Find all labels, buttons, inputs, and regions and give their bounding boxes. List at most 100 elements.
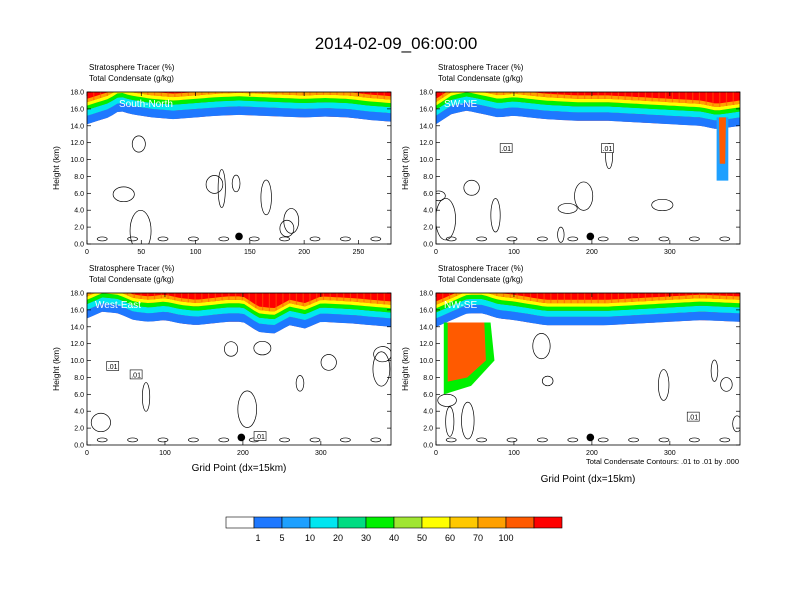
- colorbar-label: 5: [279, 533, 284, 543]
- colorbar-swatch: [281, 516, 311, 529]
- panel-title-line: Total Condensate (g/kg): [438, 74, 523, 83]
- y-tick-label: 0.0: [423, 443, 433, 450]
- condensate-contour: [248, 236, 260, 242]
- intrusion-inner: [447, 322, 486, 382]
- condensate-contour: [506, 437, 518, 443]
- plot-area: .01: [436, 293, 740, 443]
- panel-name: NW-SE: [444, 300, 477, 311]
- condensate-contour: [628, 437, 639, 443]
- tracer-band-4: [87, 92, 391, 103]
- y-tick-label: 16.0: [70, 307, 84, 314]
- y-tick-label: 4.0: [74, 208, 84, 215]
- plot-frame: [86, 91, 392, 245]
- condensate-contour: [651, 198, 674, 212]
- x-tick-label: 0: [434, 450, 438, 457]
- condensate-contour: [112, 186, 135, 203]
- y-tick-label: 12.0: [70, 341, 84, 348]
- y-tick-label: 2.0: [74, 225, 84, 232]
- condensate-contour: [217, 169, 226, 208]
- x-tick-label: 300: [664, 450, 676, 457]
- tracer-band-0: [436, 102, 740, 129]
- y-tick-label: 14.0: [70, 324, 84, 331]
- y-tick-label: 10.0: [419, 358, 433, 365]
- tracer-band-1: [436, 298, 740, 319]
- x-tick-label: 100: [190, 249, 202, 256]
- condensate-contour: [732, 415, 740, 433]
- y-tick-label: 2.0: [423, 426, 433, 433]
- condensate-contour: [279, 236, 290, 242]
- condensate-contour: [710, 359, 719, 382]
- y-tick-label: 14.0: [419, 324, 433, 331]
- condensate-contour: [370, 437, 382, 443]
- condensate-contour: [231, 174, 241, 193]
- x-tick-label: 0: [85, 450, 89, 457]
- condensate-contour: [437, 393, 457, 407]
- plot-frame: [86, 292, 392, 446]
- figure-title: 2014-02-09_06:00:00: [315, 34, 478, 53]
- condensate-contour: [436, 190, 446, 202]
- x-tick-label: 200: [586, 249, 598, 256]
- contour-label-text: .01: [501, 146, 511, 153]
- x-tick-label: 0: [434, 249, 438, 256]
- y-tick-label: 12.0: [419, 341, 433, 348]
- condensate-contour: [295, 375, 305, 392]
- condensate-contour: [719, 236, 731, 242]
- panel-nw-se: .01 NW-SE Stratosphere Tracer (%) Total Con…: [400, 264, 741, 485]
- x-tick-label: 300: [664, 249, 676, 256]
- condensate-contour: [279, 219, 295, 237]
- contour-label: .01: [129, 369, 143, 379]
- condensate-contour: [541, 375, 554, 387]
- colorbar-swatch: [365, 516, 395, 529]
- condensate-contour: [658, 369, 670, 401]
- tracer-band-3: [87, 92, 391, 106]
- plot-frame: [435, 292, 741, 446]
- x-tick-label: 50: [137, 249, 145, 256]
- condensate-contour: [567, 437, 579, 443]
- condensate-contour: [719, 437, 731, 443]
- condensate-contour: [658, 236, 670, 242]
- colorbar-label: 70: [473, 533, 483, 543]
- condensate-contour: [157, 236, 169, 242]
- x-tick-label: 200: [298, 249, 310, 256]
- tracer-band-3: [436, 293, 740, 309]
- colorbar-swatch: [477, 516, 507, 529]
- contour-label-text: .01: [131, 372, 141, 379]
- colorbar-label: 50: [417, 533, 427, 543]
- condensate-contour: [574, 181, 594, 211]
- panel-name: South-North: [119, 99, 173, 110]
- colorbar-swatch: [337, 516, 367, 529]
- location-marker: [586, 433, 595, 442]
- y-tick-label: 4.0: [74, 409, 84, 416]
- y-tick-label: 4.0: [423, 208, 433, 215]
- condensate-contour: [445, 437, 457, 443]
- tracer-band-0: [87, 303, 391, 334]
- panel-name: SW-NE: [444, 99, 477, 110]
- y-tick-label: 18.0: [419, 90, 433, 97]
- panel-title-line: Stratosphere Tracer (%): [438, 63, 524, 72]
- panel-title-line: Total Condensate (g/kg): [89, 275, 174, 284]
- contour-label: .01: [253, 431, 267, 441]
- y-axis-label: Height (km): [51, 146, 61, 190]
- panel-title-line: Stratosphere Tracer (%): [438, 264, 524, 273]
- y-tick-label: 6.0: [423, 191, 433, 198]
- y-tick-label: 6.0: [74, 392, 84, 399]
- intrusion-inner: [718, 117, 726, 164]
- condensate-contour: [224, 341, 239, 357]
- panel-name: West-East: [95, 300, 141, 311]
- colorbar-swatch: [309, 516, 339, 529]
- panel-west-east: .01 .01 .01 West-East Stratosphere Tracer (%…: [51, 264, 392, 474]
- y-axis-label: Height (km): [51, 347, 61, 391]
- plot-area: [87, 92, 391, 244]
- panel-sw-ne: .01 .01 SW-NE Stratosphere Tracer (%) Total …: [400, 63, 741, 256]
- condensate-contour: [340, 437, 351, 443]
- y-tick-label: 6.0: [423, 392, 433, 399]
- condensate-contour: [260, 179, 272, 216]
- colorbar-swatch: [421, 516, 451, 529]
- condensate-contour: [689, 437, 700, 443]
- tracer-band-1: [87, 97, 391, 116]
- colorbar-swatch: [505, 516, 535, 529]
- colorbar: 1 5 10 20 30 40 50 60 70 100: [225, 516, 563, 543]
- contour-label: .01: [106, 361, 120, 371]
- x-tick-label: 100: [508, 450, 520, 457]
- condensate-contour: [157, 437, 169, 443]
